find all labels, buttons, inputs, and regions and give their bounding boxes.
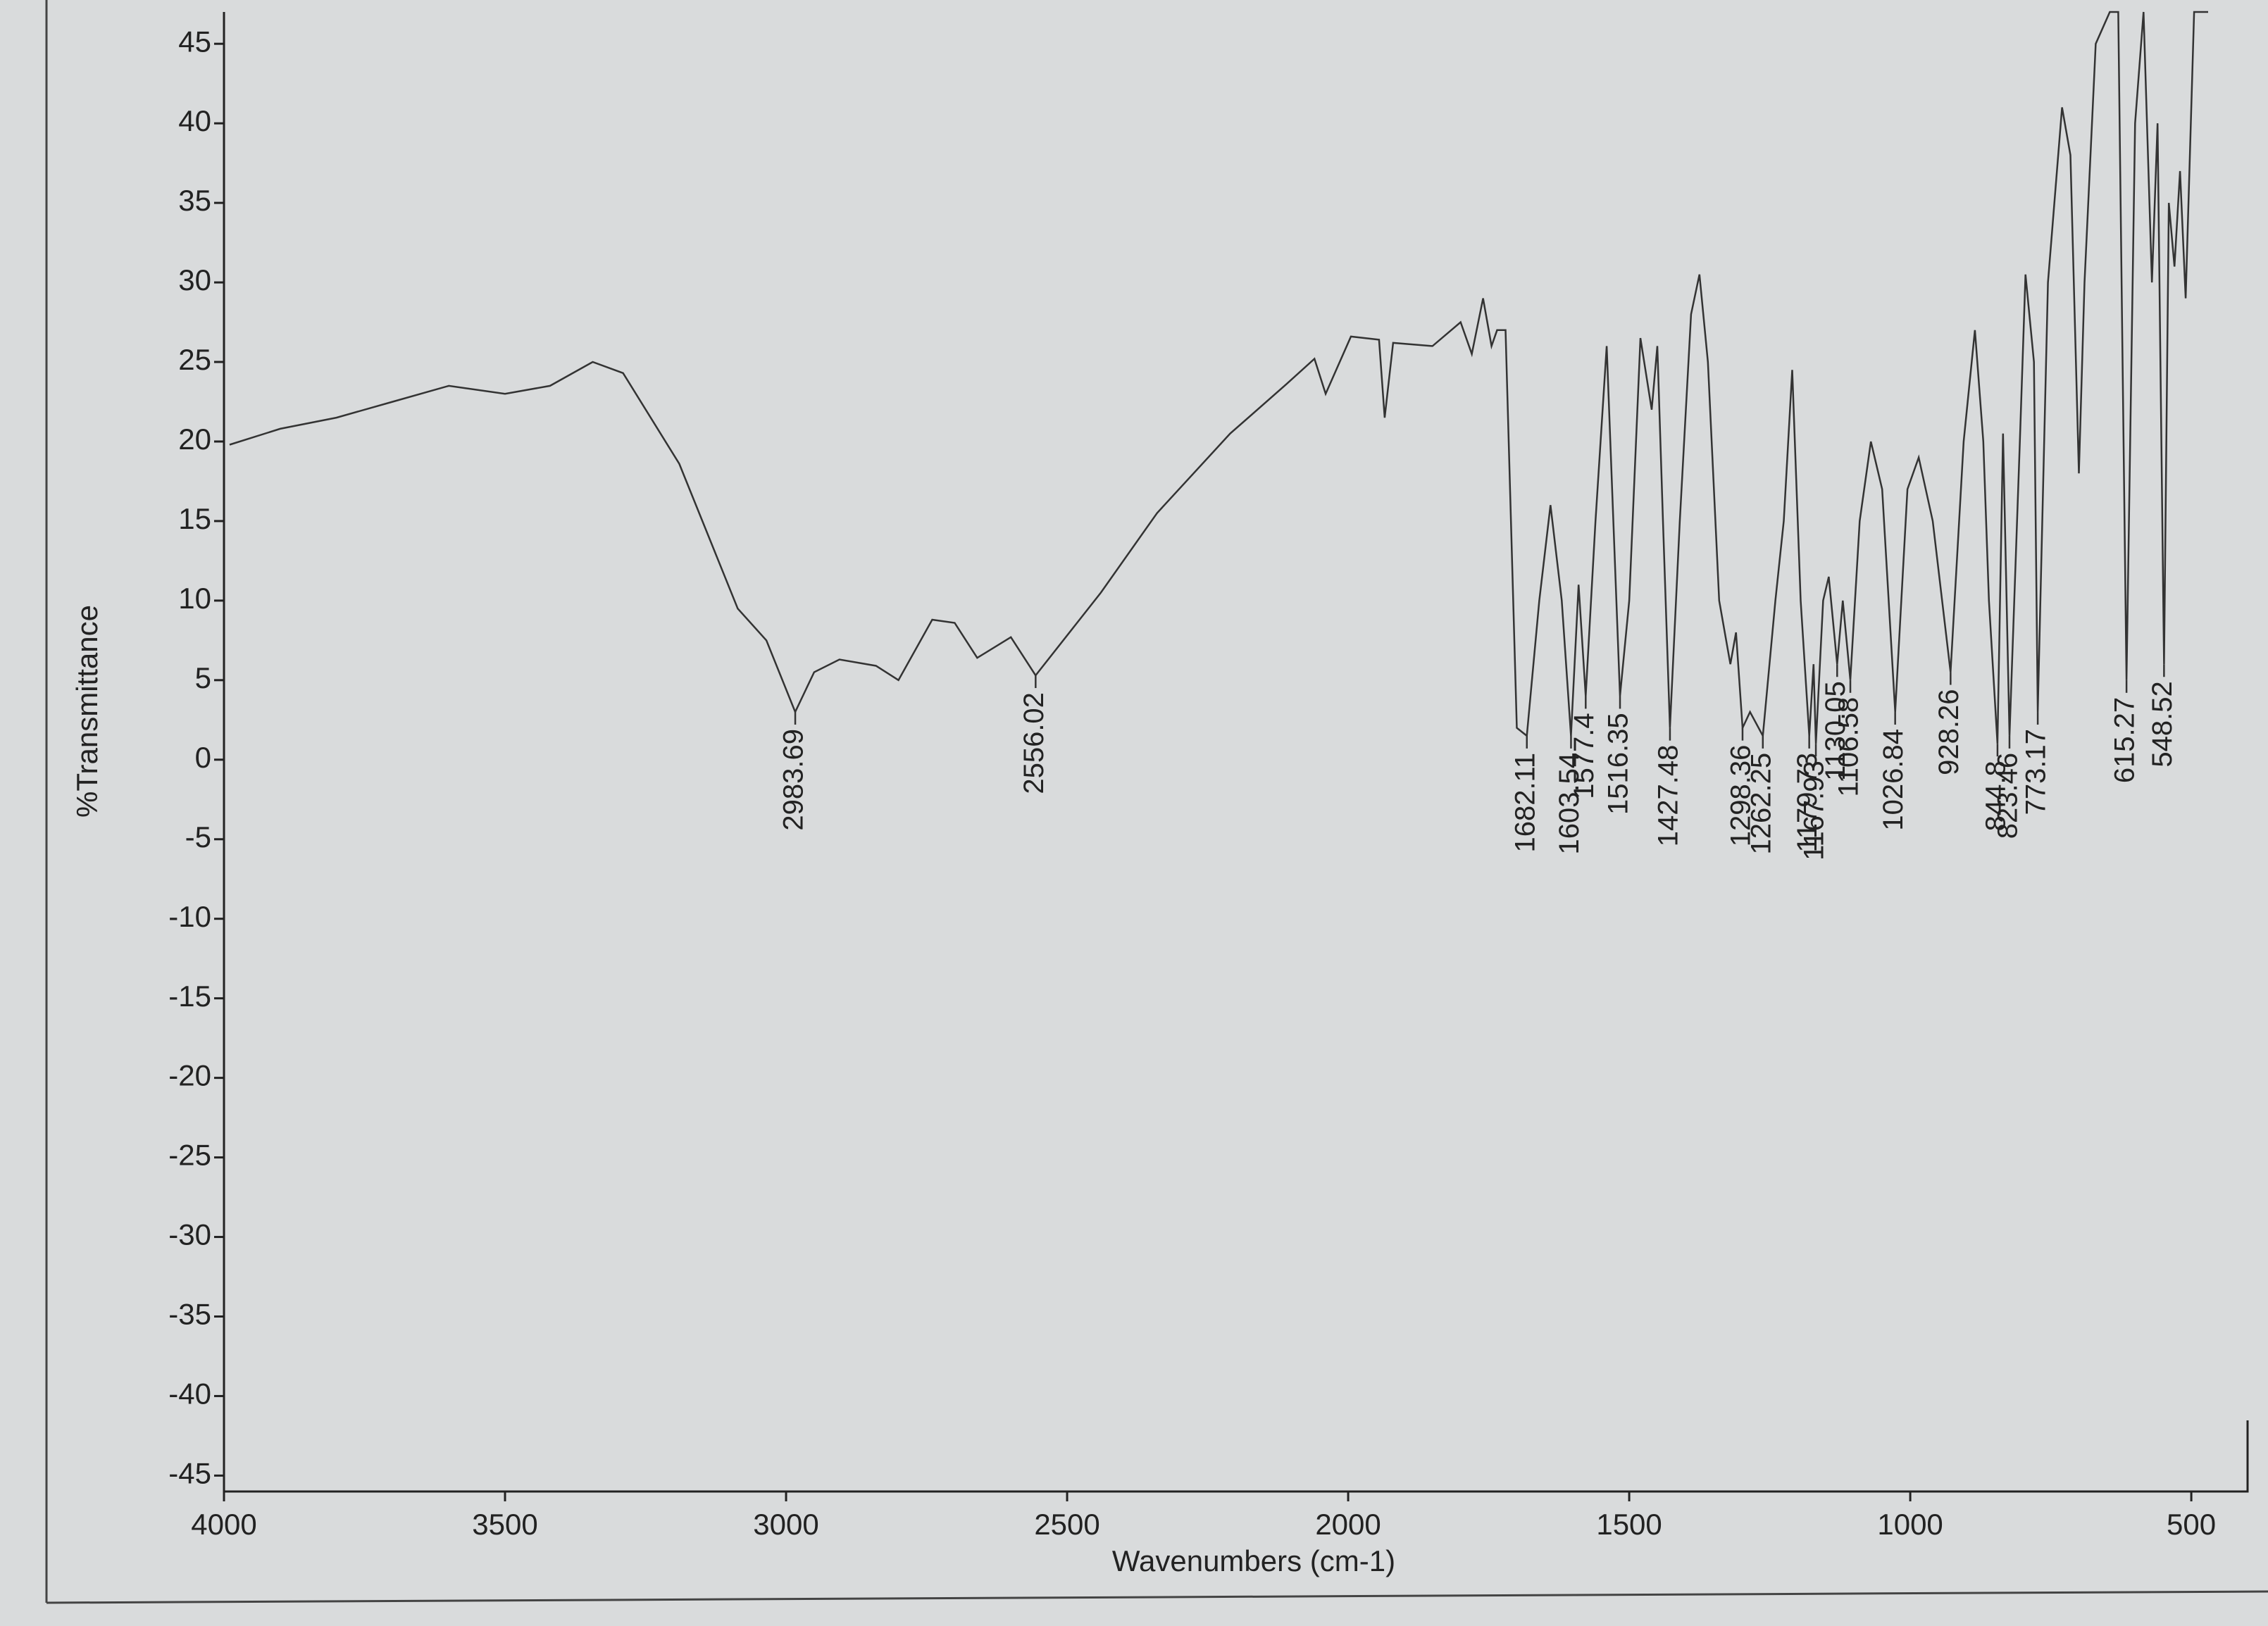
peak-label: 1106.58 bbox=[1833, 697, 1864, 797]
y-tick-label: 15 bbox=[178, 502, 211, 535]
y-tick-label: 35 bbox=[178, 184, 211, 217]
peak-label: 548.52 bbox=[2147, 681, 2178, 767]
x-tick-label: 3500 bbox=[472, 1508, 537, 1541]
peak-label: 1179.73 bbox=[1792, 753, 1823, 853]
y-tick-label: -45 bbox=[168, 1457, 211, 1490]
y-tick-label: -10 bbox=[168, 900, 211, 933]
y-tick-label: -5 bbox=[185, 820, 211, 853]
y-tick-label: 0 bbox=[195, 741, 211, 774]
peak-label: 1682.11 bbox=[1509, 753, 1540, 853]
peak-label: 1130.05 bbox=[1820, 681, 1851, 781]
spectrum-line bbox=[229, 11, 2208, 744]
y-tick-label: -30 bbox=[168, 1218, 211, 1251]
peak-label: 823.46 bbox=[1993, 753, 2024, 839]
peak-label: 615.27 bbox=[2110, 697, 2141, 783]
peak-label: 1167.93 bbox=[1799, 761, 1830, 861]
peak-label: 1026.84 bbox=[1878, 729, 1909, 831]
axis-frame bbox=[223, 12, 2249, 1493]
peak-label: 773.17 bbox=[2021, 729, 2052, 815]
y-tick-label: 10 bbox=[178, 582, 211, 615]
y-tick-label: -35 bbox=[168, 1298, 211, 1331]
y-tick-label: -20 bbox=[168, 1059, 211, 1092]
peak-label: 1298.36 bbox=[1726, 745, 1757, 847]
x-tick-label: 4000 bbox=[191, 1508, 256, 1541]
paper-edge bbox=[46, 1590, 2268, 1604]
y-tick-label: -40 bbox=[168, 1377, 211, 1411]
y-tick-label: 20 bbox=[178, 423, 211, 456]
y-tick-label: 40 bbox=[178, 104, 211, 137]
peak-label: 1577.4 bbox=[1569, 713, 1600, 799]
y-tick-label: 5 bbox=[195, 661, 211, 694]
x-axis-label: Wavenumbers (cm-1) bbox=[1112, 1544, 1395, 1577]
x-tick-label: 3000 bbox=[753, 1508, 818, 1541]
y-axis-label: %Transmittance bbox=[70, 605, 104, 818]
peak-label: 2983.69 bbox=[778, 729, 809, 831]
peak-label: 928.26 bbox=[1933, 689, 1964, 775]
peak-label: 1516.35 bbox=[1603, 713, 1634, 815]
peak-label: 1262.25 bbox=[1745, 753, 1776, 855]
x-tick-label: 2500 bbox=[1034, 1508, 1099, 1541]
peak-label: 1427.48 bbox=[1653, 745, 1684, 847]
x-tick-label: 500 bbox=[2167, 1508, 2216, 1541]
y-tick-label: 25 bbox=[178, 343, 211, 376]
x-tick-label: 1500 bbox=[1596, 1508, 1662, 1541]
y-tick-label: -15 bbox=[168, 980, 211, 1013]
peak-label: 2556.02 bbox=[1018, 692, 1049, 794]
x-tick-label: 1000 bbox=[1877, 1508, 1943, 1541]
x-tick-label: 2000 bbox=[1315, 1508, 1381, 1541]
y-tick-label: 30 bbox=[178, 263, 211, 296]
peak-label: 844.8 bbox=[1981, 761, 2012, 831]
y-tick-label: -25 bbox=[168, 1139, 211, 1172]
peak-label: 1603.54 bbox=[1554, 753, 1585, 855]
y-tick-label: 45 bbox=[178, 25, 211, 58]
